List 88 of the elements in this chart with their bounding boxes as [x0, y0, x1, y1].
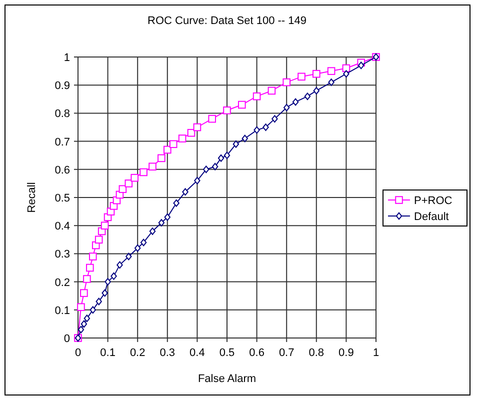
y-tick-label: 0.2	[54, 276, 70, 289]
point	[116, 261, 123, 269]
y-axis-title: Recall	[26, 182, 38, 213]
point	[100, 222, 109, 230]
point	[140, 168, 148, 176]
point	[178, 134, 186, 142]
point	[80, 320, 88, 328]
point	[173, 199, 180, 207]
point	[182, 188, 188, 196]
x-axis-title: False Alarm	[198, 373, 256, 385]
x-tick-label: 0.6	[249, 347, 264, 359]
point	[328, 78, 334, 86]
point	[298, 72, 306, 81]
point	[134, 244, 141, 252]
x-tick-label: 0.7	[278, 347, 294, 359]
point	[304, 92, 311, 100]
point	[110, 272, 117, 280]
point	[102, 289, 108, 297]
point	[313, 87, 320, 94]
point	[148, 162, 156, 170]
point	[224, 152, 230, 160]
point	[78, 326, 84, 334]
x-tick-label: 1	[372, 347, 380, 359]
point	[84, 314, 90, 322]
point	[272, 115, 278, 123]
point	[169, 140, 178, 148]
point	[232, 140, 240, 148]
point	[130, 174, 139, 182]
legend-label: P+ROC	[414, 195, 452, 207]
y-tick-label: 0.6	[54, 164, 70, 176]
x-tick-label: 0.1	[100, 347, 116, 359]
x-tick-label: 0.9	[338, 347, 354, 359]
point	[193, 123, 202, 132]
point	[164, 146, 172, 154]
point	[194, 176, 200, 184]
point	[140, 238, 147, 246]
legend-label: Default	[414, 211, 449, 223]
point	[104, 278, 111, 286]
point	[94, 236, 103, 244]
point	[124, 180, 133, 188]
point	[242, 134, 248, 142]
y-tick-label: 0.1	[54, 304, 70, 317]
x-tick-label: 0	[74, 347, 82, 359]
point	[126, 252, 132, 260]
point	[96, 298, 102, 306]
point	[90, 306, 96, 314]
y-tick-label: 0.3	[54, 248, 70, 261]
point	[343, 70, 350, 78]
x-tick-label: 0.8	[308, 347, 324, 359]
y-tick-label: 0.8	[54, 108, 70, 120]
point	[238, 100, 246, 109]
point	[312, 70, 320, 78]
y-tick-label: 0	[64, 333, 70, 345]
point	[252, 92, 261, 100]
point	[158, 219, 165, 226]
point	[284, 104, 290, 112]
point	[254, 126, 260, 134]
x-tick-label: 0.4	[190, 347, 205, 359]
point	[164, 213, 170, 221]
point	[187, 128, 196, 137]
point	[80, 289, 88, 297]
point	[89, 252, 97, 260]
y-tick-label: 0.9	[54, 80, 70, 92]
chart-title: ROC Curve: Data Set 100 -- 149	[148, 15, 306, 27]
point	[118, 185, 127, 193]
point	[223, 106, 231, 114]
point	[158, 154, 166, 162]
x-tick-label: 0.5	[219, 347, 235, 359]
point	[358, 62, 364, 70]
y-tick-label: 1	[64, 52, 70, 64]
point	[83, 275, 91, 283]
point	[327, 67, 336, 75]
point	[77, 303, 85, 311]
point	[268, 86, 276, 95]
y-tick-label: 0.5	[54, 192, 70, 204]
point	[208, 114, 216, 123]
y-tick-label: 0.4	[54, 220, 70, 233]
x-tick-label: 0.3	[160, 347, 176, 359]
point	[262, 124, 269, 131]
point	[149, 228, 156, 235]
point	[203, 166, 210, 174]
point	[212, 162, 218, 170]
y-tick-label: 0.7	[54, 136, 70, 148]
point	[86, 264, 94, 272]
x-tick-label: 0.2	[130, 347, 146, 359]
point	[282, 78, 290, 86]
point	[218, 154, 224, 162]
point	[292, 98, 299, 106]
